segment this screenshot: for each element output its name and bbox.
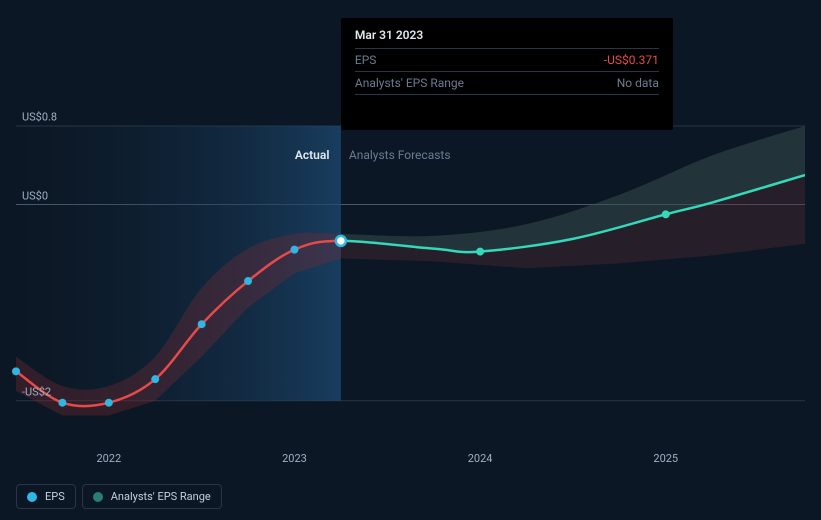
y-tick-label: US$0	[22, 189, 48, 202]
section-label-forecast: Analysts Forecasts	[349, 148, 451, 162]
x-tick-label: 2022	[96, 452, 121, 465]
x-tick-label: 2023	[282, 452, 307, 465]
y-tick-label: US$0.8	[22, 110, 57, 123]
legend-item-range[interactable]: Analysts' EPS Range	[82, 484, 222, 509]
tooltip-spacer	[355, 94, 659, 120]
legend-dot-icon	[93, 492, 103, 502]
tooltip-date: Mar 31 2023	[355, 28, 659, 42]
x-tick-label: 2024	[468, 452, 493, 465]
section-label-actual: Actual	[295, 148, 330, 162]
legend-label: Analysts' EPS Range	[111, 490, 211, 503]
tooltip-value: No data	[617, 76, 659, 90]
legend-item-eps[interactable]: EPS	[16, 484, 76, 509]
tooltip-row: EPS -US$0.371	[355, 48, 659, 71]
legend-dot-icon	[27, 492, 37, 502]
chart-plot-area	[16, 126, 805, 440]
chart-svg	[16, 126, 805, 440]
tooltip-key: EPS	[355, 53, 377, 67]
tooltip-key: Analysts' EPS Range	[355, 76, 464, 90]
tooltip-value: -US$0.371	[604, 53, 659, 67]
chart-legend: EPS Analysts' EPS Range	[16, 484, 222, 509]
x-tick-label: 2025	[653, 452, 678, 465]
y-tick-label: -US$2	[22, 385, 51, 398]
legend-label: EPS	[45, 490, 65, 503]
tooltip-row: Analysts' EPS Range No data	[355, 71, 659, 94]
chart-tooltip: Mar 31 2023 EPS -US$0.371 Analysts' EPS Ra…	[341, 18, 673, 130]
